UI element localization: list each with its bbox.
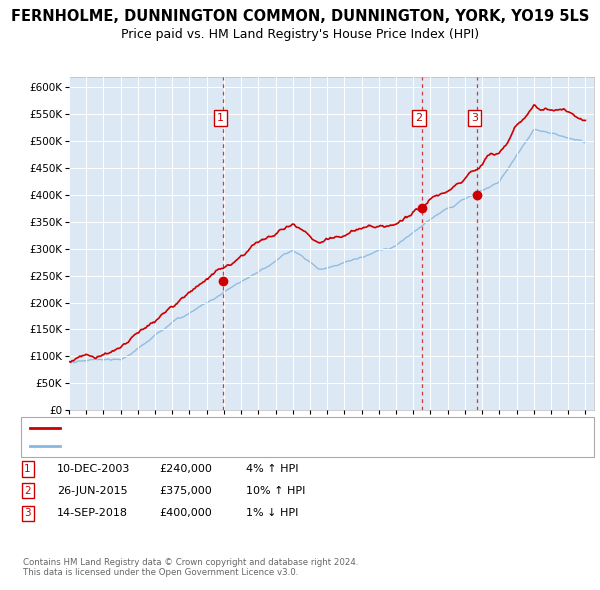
Text: 26-JUN-2015: 26-JUN-2015 [57,486,128,496]
Text: Contains HM Land Registry data © Crown copyright and database right 2024.
This d: Contains HM Land Registry data © Crown c… [23,558,358,577]
Text: 14-SEP-2018: 14-SEP-2018 [57,509,128,518]
Text: 2: 2 [416,113,422,123]
Text: Price paid vs. HM Land Registry's House Price Index (HPI): Price paid vs. HM Land Registry's House … [121,28,479,41]
Text: FERNHOLME, DUNNINGTON COMMON, DUNNINGTON, YORK, YO19 5LS: FERNHOLME, DUNNINGTON COMMON, DUNNINGTON… [11,9,589,24]
Text: HPI: Average price, detached house, York: HPI: Average price, detached house, York [63,441,268,451]
Text: £400,000: £400,000 [159,509,212,518]
Text: 1: 1 [217,113,224,123]
Text: £375,000: £375,000 [159,486,212,496]
Text: 1% ↓ HPI: 1% ↓ HPI [246,509,298,518]
Text: 10% ↑ HPI: 10% ↑ HPI [246,486,305,496]
Text: FERNHOLME, DUNNINGTON COMMON, DUNNINGTON, YORK, YO19 5LS (detached house): FERNHOLME, DUNNINGTON COMMON, DUNNINGTON… [63,424,503,434]
Text: 1: 1 [24,464,31,474]
Text: 10-DEC-2003: 10-DEC-2003 [57,464,130,474]
Text: 3: 3 [24,509,31,518]
Text: 2: 2 [24,486,31,496]
Text: 4% ↑ HPI: 4% ↑ HPI [246,464,299,474]
Text: £240,000: £240,000 [159,464,212,474]
Text: 3: 3 [471,113,478,123]
